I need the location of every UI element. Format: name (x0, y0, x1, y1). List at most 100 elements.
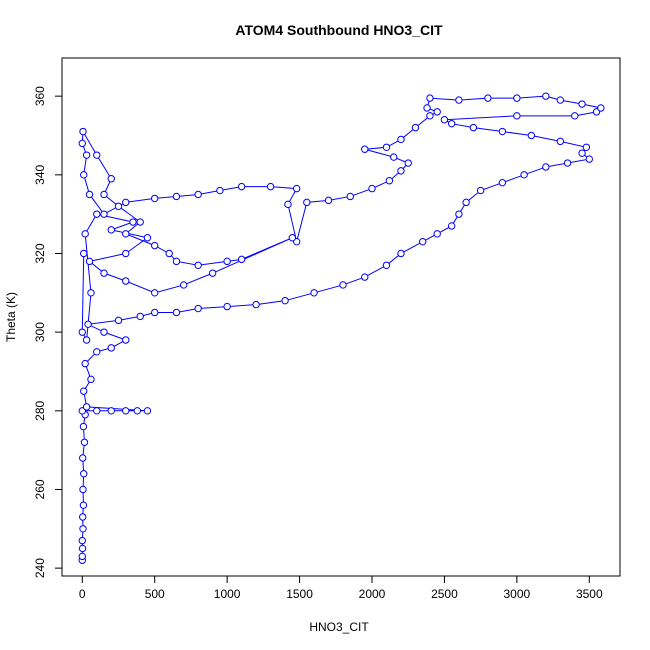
point (484, 94, 492, 102)
point (361, 145, 369, 153)
point (498, 127, 507, 136)
point (107, 344, 115, 352)
point (122, 230, 130, 238)
point (563, 159, 572, 167)
point (433, 108, 441, 116)
point (179, 281, 188, 289)
y-tick-label: 340 (33, 164, 47, 184)
point (107, 175, 115, 183)
point (87, 289, 95, 297)
point (208, 269, 217, 277)
point (324, 196, 333, 205)
point (79, 501, 88, 509)
point (303, 198, 311, 207)
point (433, 230, 441, 238)
point (172, 308, 181, 317)
point (194, 261, 202, 269)
point (79, 485, 87, 494)
point (368, 184, 376, 193)
point (80, 171, 88, 179)
point (462, 198, 470, 207)
point (404, 159, 412, 167)
point (79, 422, 88, 431)
point (292, 184, 301, 193)
point (223, 302, 231, 311)
x-tick-label: 2000 (359, 587, 386, 601)
point (136, 218, 144, 226)
point (447, 119, 456, 128)
point (397, 167, 405, 175)
point (426, 112, 434, 120)
point (288, 234, 297, 242)
point (382, 261, 391, 269)
point (81, 230, 89, 238)
point (585, 155, 593, 163)
point (80, 249, 88, 258)
point (85, 190, 94, 199)
point (520, 171, 528, 179)
point (556, 96, 565, 104)
point (397, 249, 405, 258)
point (455, 96, 463, 104)
point (346, 192, 354, 201)
point (81, 359, 89, 368)
point (114, 316, 123, 325)
point (165, 249, 173, 258)
point (513, 94, 521, 102)
point (172, 192, 181, 201)
chart-title: ATOM4 Southbound HNO3_CIT (235, 22, 443, 38)
point (80, 470, 88, 478)
point (151, 241, 159, 250)
point (78, 139, 86, 148)
point (100, 269, 108, 277)
point (78, 544, 87, 553)
x-axis-label: HNO3_CIT (309, 620, 369, 634)
x-tick-label: 2500 (431, 587, 458, 601)
point (151, 308, 159, 317)
y-tick-label: 240 (33, 558, 47, 578)
point (107, 226, 115, 234)
point (339, 281, 347, 289)
y-tick-label: 320 (33, 243, 47, 263)
point (78, 552, 86, 561)
point (382, 143, 391, 151)
point (216, 186, 224, 195)
point (578, 149, 586, 157)
point (266, 182, 275, 191)
y-tick-label: 360 (33, 86, 47, 106)
point (78, 536, 86, 545)
point (582, 143, 591, 151)
point (84, 320, 92, 328)
point (194, 304, 202, 313)
point (498, 178, 507, 187)
point (542, 163, 550, 171)
point (79, 454, 87, 462)
point (82, 403, 91, 411)
point (129, 218, 137, 226)
point (252, 300, 260, 309)
point (93, 348, 101, 356)
point (237, 255, 246, 264)
point (527, 131, 536, 140)
point (597, 104, 605, 112)
point (93, 151, 101, 159)
point (122, 407, 130, 415)
point (513, 112, 521, 120)
point (114, 202, 123, 210)
plot-frame (61, 57, 621, 577)
point (80, 387, 88, 395)
point (79, 525, 87, 533)
point (385, 177, 394, 185)
x-tick-label: 1500 (286, 587, 313, 601)
point (100, 190, 108, 199)
point (143, 234, 152, 242)
point (172, 257, 181, 266)
point (79, 127, 87, 136)
y-tick-label: 300 (33, 322, 47, 342)
point (82, 336, 91, 344)
point (100, 210, 108, 218)
point (310, 289, 318, 297)
point (426, 94, 434, 102)
